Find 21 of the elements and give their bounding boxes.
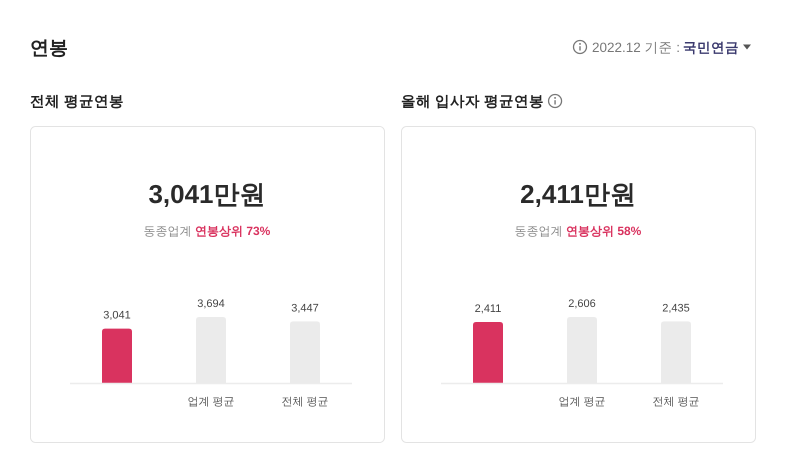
chart-title: 올해 입사자 평균연봉	[401, 94, 544, 110]
text: 2022.12 기준 :	[592, 40, 680, 55]
chart-subtitle: 2,411만원	[520, 179, 636, 209]
x-tick-label: 업계 평균	[558, 396, 606, 408]
data-label: 2,411	[474, 302, 502, 315]
text: 국민연금	[683, 40, 739, 55]
x-tick-label: 전체 평균	[281, 396, 329, 408]
data-label: 3,041	[103, 310, 131, 322]
x-tick-label: 업계 평균	[187, 396, 235, 408]
x-tick-label: 전체 평균	[652, 396, 700, 408]
chart-title: 전체 평균연봉	[30, 94, 124, 110]
text: 연봉상위 58%	[562, 224, 642, 238]
data-label: 3,694	[197, 298, 225, 310]
text: 동종업계	[144, 224, 192, 238]
text: 연봉상위 73%	[192, 224, 271, 238]
chart-subtitle: 3,041만원	[148, 179, 266, 209]
text: 동종업계	[514, 224, 563, 238]
data-label: 2,435	[662, 302, 690, 314]
data-label: 2,606	[568, 298, 596, 310]
text: 연봉	[30, 38, 68, 59]
data-label: 3,447	[291, 302, 319, 314]
